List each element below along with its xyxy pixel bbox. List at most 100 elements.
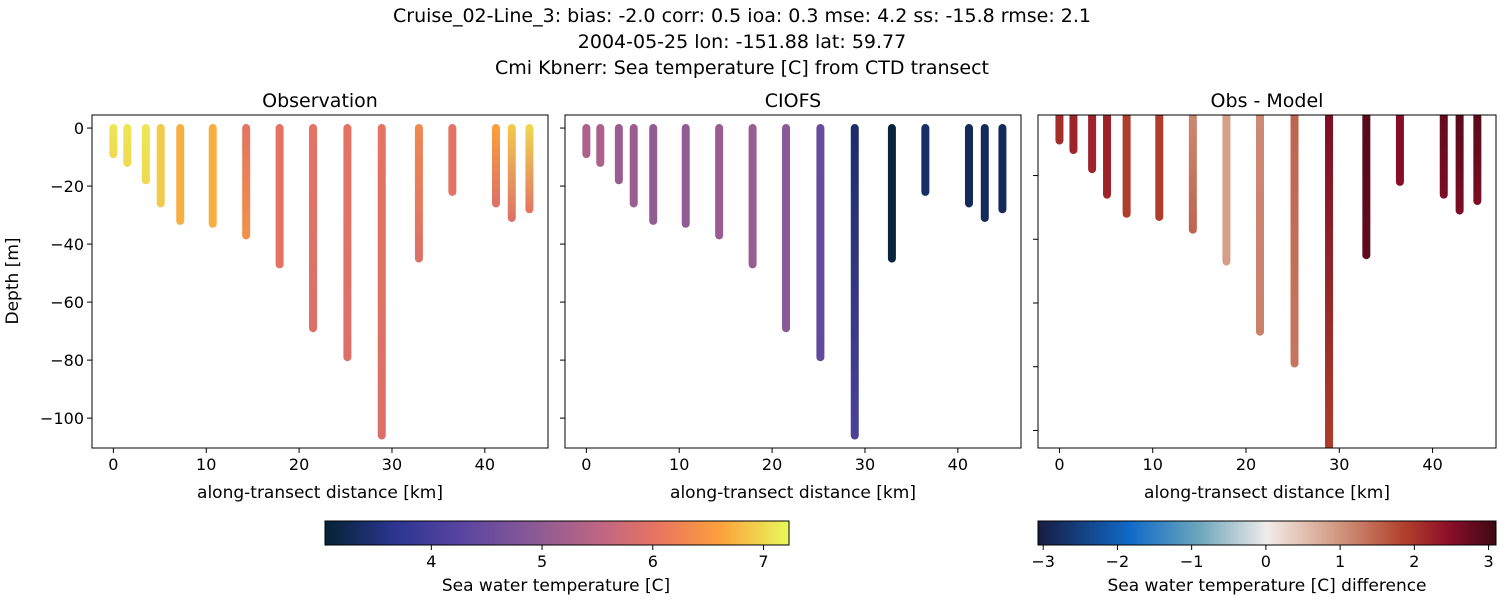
x-tick-label: 0: [1054, 455, 1064, 474]
station-profile: [921, 124, 930, 196]
station-profile: [208, 124, 217, 228]
station-profile: [275, 124, 284, 269]
x-tick-label: 10: [669, 455, 689, 474]
station-profile: [491, 124, 500, 208]
y-tick-label: −40: [50, 235, 84, 254]
station-profile: [681, 124, 690, 228]
panel-title-observation: Observation: [262, 90, 378, 112]
x-tick-label: 20: [1236, 455, 1256, 474]
station-profile: [748, 124, 757, 269]
colorbar-tick-label: 1: [1335, 552, 1345, 571]
x-tick-label: 30: [855, 455, 875, 474]
station-profile: [242, 124, 251, 240]
station-profile: [980, 124, 989, 222]
station-profile: [1088, 115, 1097, 174]
ylabel-depth: Depth [m]: [3, 237, 23, 324]
figure-title-line1: Cruise_02-Line_3: bias: -2.0 corr: 0.5 i…: [393, 5, 1091, 27]
station-profile: [782, 124, 791, 333]
colorbar-tick-label: 7: [758, 552, 768, 571]
y-tick-label: −20: [50, 177, 84, 196]
x-tick-label: 10: [1143, 455, 1163, 474]
station-profile: [343, 124, 352, 362]
station-profile: [887, 124, 896, 263]
station-profile: [525, 124, 534, 214]
y-tick-label: −60: [50, 293, 84, 312]
colorbar-tick-label: 3: [1483, 552, 1493, 571]
station-profile: [123, 124, 132, 167]
station-profile: [1395, 115, 1404, 186]
station-profile: [596, 124, 605, 167]
station-profile: [1103, 115, 1112, 199]
panel-title-obs-model: Obs - Model: [1211, 90, 1324, 112]
colorbar-1: −3 −2 −1 0 1 2 3: [1031, 520, 1497, 571]
colorbar-tick-label: −2: [1106, 552, 1130, 571]
x-tick-label: 20: [762, 455, 782, 474]
figure-title-line2: 2004-05-25 lon: -151.88 lat: 59.77: [578, 31, 906, 53]
colorbar-tick-label: −3: [1031, 552, 1055, 571]
axes-frame: [1037, 114, 1497, 449]
station-profile: [377, 124, 386, 440]
y-tick-label: −80: [50, 351, 84, 370]
colorbar-tick-label: 5: [537, 552, 547, 571]
station-profile: [141, 124, 150, 185]
station-profile: [1362, 115, 1371, 260]
colorbar-gradient: [1037, 520, 1497, 546]
station-profile: [448, 124, 457, 196]
station-profile: [964, 124, 973, 208]
x-tick-label: 40: [948, 455, 968, 474]
x-tick-label: 40: [1422, 455, 1442, 474]
panel-0: 0 10 20 30 40 0 −20 −40 −60 −80 −100: [40, 114, 549, 474]
station-profile: [582, 124, 591, 159]
station-profiles: [1055, 115, 1482, 448]
station-profile: [715, 124, 724, 240]
station-profile: [649, 124, 658, 225]
station-profile: [850, 124, 859, 440]
colorbar-tick-label: 0: [1261, 552, 1271, 571]
station-profile: [1473, 115, 1482, 206]
station-profile: [1439, 115, 1448, 199]
colorbar-label-temperature: Sea water temperature [C]: [442, 576, 670, 596]
panel-1: 0 10 20 30 40: [560, 114, 1022, 474]
station-profile: [1069, 115, 1078, 155]
y-tick-label: −100: [40, 409, 84, 428]
station-profile: [1455, 115, 1464, 215]
colorbar-tick-label: 4: [426, 552, 436, 571]
station-profile: [1055, 115, 1064, 145]
station-profile: [1290, 115, 1299, 368]
colorbar-label-difference: Sea water temperature [C] difference: [1107, 576, 1426, 596]
xlabel-ciofs: along-transect distance [km]: [670, 483, 916, 503]
station-profile: [1222, 115, 1231, 266]
station-profile: [309, 124, 318, 333]
station-profile: [176, 124, 185, 225]
station-profiles: [109, 124, 534, 440]
y-tick-label: 0: [74, 119, 84, 138]
colorbar-0: 4 5 6 7: [324, 520, 790, 571]
colorbar-tick-label: 6: [648, 552, 658, 571]
panel-2: 0 10 20 30 40: [1033, 114, 1497, 474]
station-profile: [614, 124, 623, 185]
station-profile: [109, 124, 118, 159]
x-tick-label: 40: [475, 455, 495, 474]
station-profile: [1325, 115, 1334, 448]
station-profile: [1122, 115, 1131, 218]
station-profile: [414, 124, 423, 263]
x-tick-label: 0: [581, 455, 591, 474]
x-tick-label: 20: [289, 455, 309, 474]
axes-frame: [564, 114, 1022, 449]
colorbar-gradient: [324, 520, 790, 546]
station-profile: [507, 124, 516, 222]
axes-frame: [91, 114, 549, 449]
x-tick-label: 30: [382, 455, 402, 474]
station-profiles: [582, 124, 1007, 440]
station-profile: [156, 124, 165, 208]
colorbar-tick-label: −1: [1180, 552, 1204, 571]
figure-title-line3: Cmi Kbnerr: Sea temperature [C] from CTD…: [495, 57, 989, 79]
station-profile: [1188, 115, 1197, 234]
xlabel-observation: along-transect distance [km]: [197, 483, 443, 503]
x-tick-label: 30: [1329, 455, 1349, 474]
x-tick-label: 0: [108, 455, 118, 474]
xlabel-obs-model: along-transect distance [km]: [1144, 483, 1390, 503]
station-profile: [1256, 115, 1265, 336]
panel-title-ciofs: CIOFS: [765, 90, 821, 112]
